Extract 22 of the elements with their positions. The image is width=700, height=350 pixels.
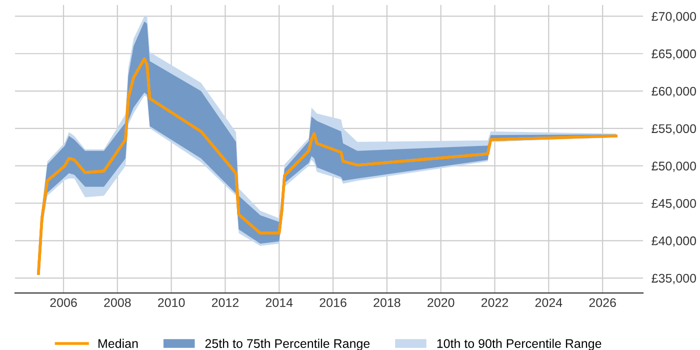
x-tick-label: 2010 (158, 298, 185, 308)
y-tick-label: £60,000 (652, 86, 696, 98)
legend-label: Median (98, 338, 138, 348)
x-tick-label: 2024 (535, 298, 562, 308)
x-tick-label: 2012 (212, 298, 239, 308)
y-tick-label: £65,000 (652, 49, 696, 60)
legend-label: 25th to 75th Percentile Range (205, 338, 370, 350)
y-tick-label: £40,000 (652, 236, 696, 247)
x-tick-label: 2016 (320, 298, 346, 308)
legend-label: 10th to 90th Percentile Range (437, 338, 602, 350)
x-tick-label: 2018 (374, 298, 400, 308)
y-tick-label: £70,000 (652, 12, 696, 22)
x-tick-label: 2020 (428, 298, 454, 308)
y-tick-label: £45,000 (652, 199, 696, 210)
x-tick-label: 2006 (50, 298, 77, 308)
y-tick-label: £35,000 (652, 274, 696, 284)
y-tick-label: £55,000 (652, 124, 696, 135)
y-tick-label: £50,000 (652, 162, 696, 172)
x-tick-label: 2022 (481, 298, 508, 308)
x-tick-label: 2008 (104, 298, 131, 308)
x-tick-label: 2026 (589, 298, 616, 308)
x-tick-label: 2014 (266, 298, 293, 308)
